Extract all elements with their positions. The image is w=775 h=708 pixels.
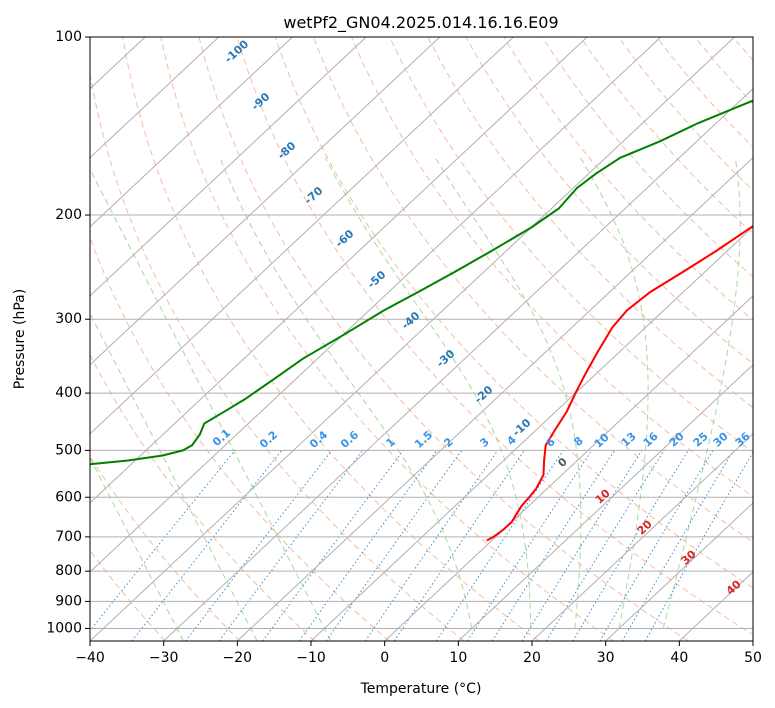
mixing-ratio-line — [325, 450, 463, 641]
isotherm-line — [310, 226, 753, 641]
y-axis-label: Pressure (hPa) — [12, 289, 28, 389]
background-curves — [90, 168, 332, 641]
dry-adiabat-line — [312, 37, 753, 543]
plot-area: -100-90-80-70-60-50-40-30-20-100.1 0.2 0.4… — [90, 37, 753, 641]
x-tick-label: −30 — [149, 650, 179, 666]
background-curve — [90, 456, 184, 641]
mixing-ratio-line — [435, 450, 564, 641]
y-tick-label: 400 — [55, 385, 82, 401]
x-tick-label: 20 — [523, 650, 541, 666]
y-tick-label: 100 — [55, 29, 82, 45]
sounding-series — [90, 99, 753, 542]
y-tick-label: 700 — [55, 529, 82, 545]
dry-adiabat-line — [465, 37, 753, 365]
mixing-ratio-line — [185, 450, 333, 641]
isotherm-line — [90, 37, 514, 435]
dry-adiabat-line — [198, 37, 689, 641]
isotherm-line — [384, 295, 753, 641]
dry-adiabat-line — [90, 235, 390, 641]
plot-frame — [89, 36, 754, 642]
isotherm-line — [457, 364, 753, 641]
x-axis-ticks: −40 −30 −20 −10 0 10 20 30 40 50 — [75, 641, 762, 666]
isotherm-line — [90, 37, 441, 366]
x-tick-label: −10 — [296, 650, 326, 666]
isotherm-line — [163, 87, 753, 641]
isotherm-line — [236, 157, 753, 641]
x-tick-label: 0 — [380, 650, 389, 666]
isotherm-line — [90, 37, 220, 159]
mixing-ratio-line — [262, 450, 404, 641]
moist-adiabat-line — [662, 157, 741, 629]
dry-adiabat-line — [427, 37, 753, 409]
isotherm-line — [90, 37, 588, 504]
x-tick-label: −20 — [223, 650, 253, 666]
dry-adiabat-line — [503, 37, 753, 321]
y-tick-label: 600 — [55, 489, 82, 505]
isotherm-line — [90, 37, 662, 573]
x-tick-label: 40 — [670, 650, 688, 666]
dry-adiabat-line — [274, 37, 753, 589]
isotherm-line — [531, 433, 753, 641]
x-axis-label: Temperature (°C) — [360, 681, 482, 697]
background-curve — [90, 168, 332, 641]
dry-adiabat-line — [122, 37, 540, 641]
dry-adiabat-line — [90, 70, 465, 641]
y-tick-label: 1000 — [46, 620, 82, 636]
x-tick-label: −40 — [75, 650, 105, 666]
y-tick-label: 300 — [55, 311, 82, 327]
isotherm-line — [90, 37, 367, 297]
y-tick-label: 200 — [55, 207, 82, 223]
x-tick-label: 30 — [597, 650, 615, 666]
mixing-ratio-line — [467, 450, 593, 641]
y-axis-ticks: 1000 900 800 700 600 500 400 300 200 100 — [46, 29, 90, 636]
dewpoint-line — [90, 99, 753, 466]
background-curve — [90, 312, 258, 641]
grid — [90, 37, 753, 641]
temperature-line — [486, 224, 753, 542]
dry-adiabat-line — [90, 353, 316, 641]
isotherm-line — [90, 37, 293, 228]
mixing-ratio-line — [545, 450, 665, 641]
isotherm-line — [90, 37, 735, 641]
mixing-ratio-line — [298, 450, 438, 641]
dry-adiabat-line — [389, 37, 753, 453]
chart-title: wetPf2_GN04.2025.014.16.16.E09 — [283, 13, 558, 33]
y-tick-label: 500 — [55, 442, 82, 458]
isotherm-line — [605, 502, 753, 641]
moist-adiabat-line — [434, 157, 582, 629]
dry-adiabat-line — [351, 37, 753, 498]
dry-adiabat-line — [90, 455, 241, 641]
y-tick-label: 800 — [55, 563, 82, 579]
mixing-ratio-line — [364, 450, 499, 641]
x-tick-label: 50 — [744, 650, 762, 666]
dry-adiabat-line — [160, 37, 614, 641]
y-tick-label: 900 — [55, 593, 82, 609]
mixing-ratio-line — [218, 450, 363, 641]
x-tick-label: 10 — [449, 650, 467, 666]
mixing-ratio-line — [90, 450, 236, 632]
